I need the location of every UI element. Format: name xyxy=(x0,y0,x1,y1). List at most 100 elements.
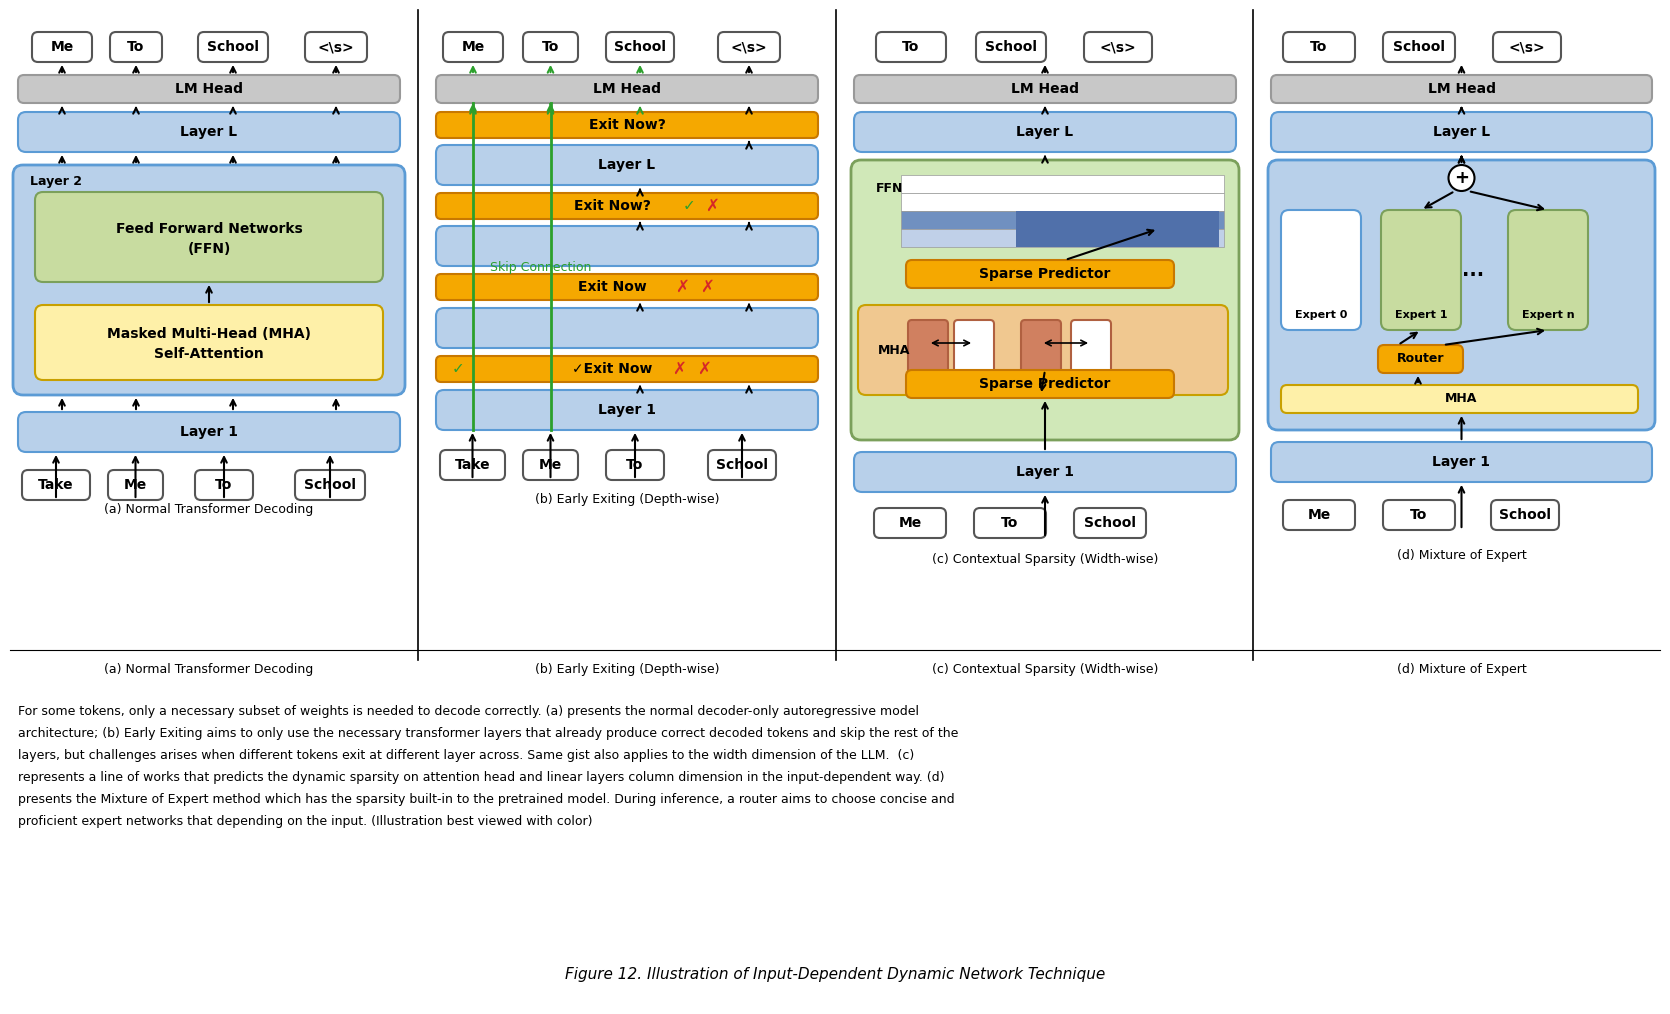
Text: (b) Early Exiting (Depth-wise): (b) Early Exiting (Depth-wise) xyxy=(534,494,720,507)
Text: School: School xyxy=(716,458,768,472)
FancyBboxPatch shape xyxy=(606,450,665,480)
FancyBboxPatch shape xyxy=(436,75,818,103)
Text: Exit Now?: Exit Now? xyxy=(588,118,665,132)
FancyBboxPatch shape xyxy=(110,32,162,62)
Text: (d) Mixture of Expert: (d) Mixture of Expert xyxy=(1396,549,1526,562)
FancyBboxPatch shape xyxy=(853,452,1236,492)
Circle shape xyxy=(1448,165,1475,191)
Text: Self-Attention: Self-Attention xyxy=(154,347,264,361)
Text: Me: Me xyxy=(1308,508,1331,522)
Text: Feed Forward Networks: Feed Forward Networks xyxy=(115,222,302,236)
Text: To: To xyxy=(1409,508,1428,522)
Text: School: School xyxy=(207,40,259,54)
FancyBboxPatch shape xyxy=(436,112,818,138)
Text: Me: Me xyxy=(898,516,922,530)
FancyBboxPatch shape xyxy=(718,32,780,62)
FancyBboxPatch shape xyxy=(18,412,401,452)
Text: (b) Early Exiting (Depth-wise): (b) Early Exiting (Depth-wise) xyxy=(534,663,720,676)
Text: School: School xyxy=(1393,40,1445,54)
FancyBboxPatch shape xyxy=(13,165,406,395)
Text: LM Head: LM Head xyxy=(175,82,244,96)
FancyBboxPatch shape xyxy=(18,112,401,152)
Text: Expert 1: Expert 1 xyxy=(1394,310,1448,320)
Text: (d) Mixture of Expert: (d) Mixture of Expert xyxy=(1396,663,1526,676)
Text: Layer L: Layer L xyxy=(598,158,656,172)
Text: ✗: ✗ xyxy=(671,360,686,378)
Text: <\s>: <\s> xyxy=(317,40,354,54)
FancyBboxPatch shape xyxy=(606,32,675,62)
Text: Layer L: Layer L xyxy=(180,125,237,139)
Text: Take: Take xyxy=(454,458,491,472)
Text: (a) Normal Transformer Decoding: (a) Normal Transformer Decoding xyxy=(104,663,314,676)
Bar xyxy=(1015,211,1219,247)
Text: Take: Take xyxy=(38,478,73,492)
FancyBboxPatch shape xyxy=(436,226,818,266)
FancyBboxPatch shape xyxy=(22,470,90,500)
Text: (FFN): (FFN) xyxy=(187,242,230,256)
Text: MHA: MHA xyxy=(1445,392,1478,406)
Text: School: School xyxy=(985,40,1037,54)
Text: To: To xyxy=(215,478,232,492)
Text: To: To xyxy=(902,40,920,54)
FancyBboxPatch shape xyxy=(908,320,949,378)
Text: ✗: ✗ xyxy=(696,360,711,378)
Text: Masked Multi-Head (MHA): Masked Multi-Head (MHA) xyxy=(107,327,311,341)
Text: To: To xyxy=(1002,516,1019,530)
FancyBboxPatch shape xyxy=(35,305,382,380)
FancyBboxPatch shape xyxy=(852,160,1239,440)
FancyBboxPatch shape xyxy=(1283,32,1354,62)
FancyBboxPatch shape xyxy=(1491,500,1560,530)
FancyBboxPatch shape xyxy=(199,32,267,62)
Text: <\s>: <\s> xyxy=(1508,40,1545,54)
Text: Exit Now?: Exit Now? xyxy=(573,199,650,213)
FancyBboxPatch shape xyxy=(436,193,818,219)
FancyBboxPatch shape xyxy=(436,390,818,430)
Text: Sparse Predictor: Sparse Predictor xyxy=(979,267,1111,281)
Text: Me: Me xyxy=(539,458,563,472)
FancyBboxPatch shape xyxy=(1381,210,1461,330)
Text: proficient expert networks that depending on the input. (Illustration best viewe: proficient expert networks that dependin… xyxy=(18,815,593,828)
FancyBboxPatch shape xyxy=(853,75,1236,103)
FancyBboxPatch shape xyxy=(436,145,818,185)
Text: School: School xyxy=(1500,508,1551,522)
FancyBboxPatch shape xyxy=(1271,442,1652,482)
Text: Layer 1: Layer 1 xyxy=(1433,455,1491,469)
Text: Me: Me xyxy=(124,478,147,492)
Text: layers, but challenges arises when different tokens exit at different layer acro: layers, but challenges arises when diffe… xyxy=(18,749,913,762)
FancyBboxPatch shape xyxy=(1283,500,1354,530)
FancyBboxPatch shape xyxy=(35,192,382,282)
Text: Layer 1: Layer 1 xyxy=(180,425,239,439)
Text: Me: Me xyxy=(50,40,73,54)
Text: LM Head: LM Head xyxy=(593,82,661,96)
Text: FFN: FFN xyxy=(877,182,903,195)
Text: (a) Normal Transformer Decoding: (a) Normal Transformer Decoding xyxy=(104,504,314,516)
Text: ✓Exit Now: ✓Exit Now xyxy=(571,362,653,376)
Text: <\s>: <\s> xyxy=(1099,40,1136,54)
FancyBboxPatch shape xyxy=(708,450,777,480)
Bar xyxy=(902,175,1224,193)
FancyBboxPatch shape xyxy=(858,305,1227,395)
Text: To: To xyxy=(541,40,559,54)
Text: Layer L: Layer L xyxy=(1017,125,1074,139)
FancyBboxPatch shape xyxy=(1281,210,1361,330)
Text: Layer L: Layer L xyxy=(1433,125,1490,139)
FancyBboxPatch shape xyxy=(907,370,1174,399)
FancyBboxPatch shape xyxy=(109,470,164,500)
FancyBboxPatch shape xyxy=(1493,32,1561,62)
Text: School: School xyxy=(304,478,356,492)
Text: For some tokens, only a necessary subset of weights is needed to decode correctl: For some tokens, only a necessary subset… xyxy=(18,705,919,718)
Text: represents a line of works that predicts the dynamic sparsity on attention head : represents a line of works that predicts… xyxy=(18,771,945,784)
Text: Router: Router xyxy=(1396,353,1445,365)
Text: presents the Mixture of Expert method which has the sparsity built-in to the pre: presents the Mixture of Expert method wh… xyxy=(18,793,955,806)
FancyBboxPatch shape xyxy=(1508,210,1588,330)
Text: School: School xyxy=(1084,516,1136,530)
FancyBboxPatch shape xyxy=(1074,508,1146,538)
Text: ✗: ✗ xyxy=(675,278,690,296)
Bar xyxy=(902,211,1224,229)
Text: ✓: ✓ xyxy=(451,362,464,376)
Text: To: To xyxy=(1311,40,1328,54)
Text: Layer 1: Layer 1 xyxy=(1015,465,1074,479)
Text: To: To xyxy=(626,458,643,472)
FancyBboxPatch shape xyxy=(296,470,366,500)
Text: ...: ... xyxy=(1461,261,1485,280)
